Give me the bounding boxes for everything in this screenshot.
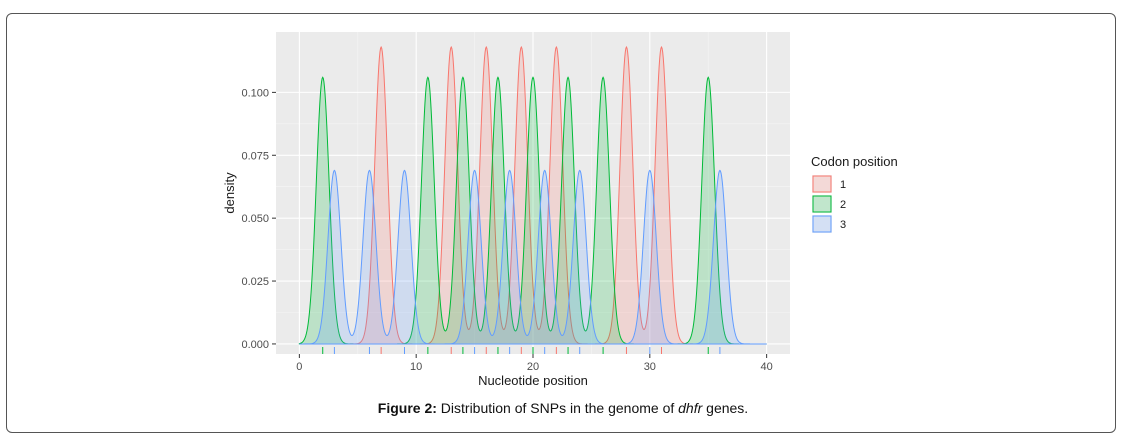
y-tick-label: 0.075: [241, 150, 269, 162]
density-area-series-3: [299, 169, 767, 345]
legend-key-bg: [812, 215, 832, 233]
legend-label-2: 2: [840, 199, 846, 211]
caption-end: genes.: [702, 400, 749, 416]
y-tick-label: 0.100: [241, 87, 269, 99]
figure-caption: Figure 2: Distribution of SNPs in the ge…: [0, 400, 1126, 416]
density-areas: [298, 45, 767, 345]
legend-key-swatch-3: [812, 215, 832, 233]
y-axis-label: density: [222, 172, 237, 214]
legend-label-1: 1: [840, 179, 846, 191]
x-tick-label: 10: [410, 361, 422, 373]
legend-key-bg: [812, 195, 832, 213]
legend-key-bg: [812, 175, 832, 193]
legend: Codon position 1 2 3: [811, 154, 898, 233]
legend-key-swatch-2: [812, 195, 832, 213]
x-axis-label: Nucleotide position: [478, 373, 588, 388]
legend-key-swatch-1: [812, 175, 832, 193]
caption-text: Distribution of SNPs in the genome of: [436, 400, 679, 416]
caption-gene: dhfr: [678, 400, 703, 416]
x-tick-label: 0: [296, 361, 302, 373]
caption-label: Figure 2:: [377, 400, 437, 416]
x-tick-label: 40: [761, 361, 773, 373]
x-tick-label: 20: [527, 361, 539, 373]
rug-marks: [322, 347, 721, 354]
legend-title: Codon position: [811, 154, 898, 169]
legend-label-3: 3: [840, 219, 846, 231]
y-tick-label: 0.000: [241, 339, 269, 351]
x-tick-label: 30: [644, 361, 656, 373]
axes: 0 10 20 30 40 0.000 0.025 0.050 0.075 0.100: [241, 87, 772, 373]
y-tick-label: 0.050: [241, 213, 269, 225]
y-tick-label: 0.025: [241, 276, 269, 288]
